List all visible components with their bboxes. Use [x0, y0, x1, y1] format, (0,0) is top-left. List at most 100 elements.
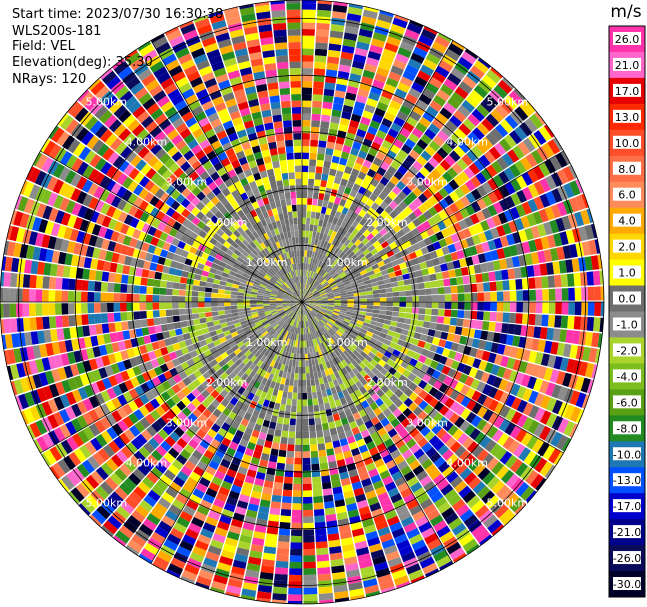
velocity-gate: [146, 310, 154, 319]
velocity-gate: [205, 316, 213, 323]
velocity-gate: [28, 289, 36, 302]
velocity-gate: [146, 278, 155, 287]
velocity-gate: [48, 290, 56, 302]
velocity-gate: [528, 405, 540, 419]
velocity-gate: [343, 318, 351, 323]
velocity-gate: [569, 344, 579, 359]
velocity-gate: [330, 223, 336, 231]
velocity-gate: [486, 374, 497, 386]
velocity-gate: [539, 263, 548, 276]
velocity-gate: [489, 311, 497, 322]
velocity-gate: [341, 343, 348, 351]
velocity-gate: [283, 476, 293, 484]
velocity-gate: [380, 393, 389, 403]
velocity-gate: [372, 240, 381, 249]
velocity-gate: [179, 314, 187, 322]
velocity-gate: [302, 295, 304, 302]
velocity-gate: [513, 443, 526, 458]
velocity-gate: [354, 47, 368, 57]
velocity-gate: [377, 280, 385, 286]
velocity-gate: [399, 76, 413, 88]
velocity-gate: [211, 306, 218, 312]
velocity-gate: [218, 314, 226, 320]
velocity-gate: [432, 71, 446, 84]
velocity-gate: [335, 170, 344, 179]
velocity-gate: [392, 17, 408, 29]
velocity-gate: [243, 302, 251, 306]
velocity-gate: [311, 289, 318, 294]
velocity-gate: [462, 437, 474, 449]
velocity-gate: [591, 332, 600, 348]
velocity-gate: [380, 269, 389, 276]
velocity-gate: [553, 356, 563, 370]
velocity-gate: [368, 274, 377, 280]
velocity-gate: [563, 388, 574, 404]
velocity-gate: [302, 300, 309, 302]
velocity-gate: [456, 158, 468, 171]
velocity-gate: [306, 283, 309, 290]
velocity-gate: [288, 431, 296, 439]
velocity-gate: [367, 216, 376, 225]
velocity-gate: [504, 454, 518, 469]
velocity-gate: [160, 273, 169, 281]
velocity-gate: [454, 199, 465, 211]
velocity-gate: [461, 327, 469, 337]
velocity-gate: [324, 402, 331, 410]
velocity-gate: [371, 281, 379, 287]
velocity-gate: [490, 291, 497, 301]
velocity-gate: [403, 355, 412, 364]
velocity-gate: [378, 123, 390, 134]
velocity-gate: [475, 210, 486, 222]
velocity-gate: [446, 225, 456, 236]
velocity-gate: [369, 337, 378, 344]
velocity-gate: [297, 392, 302, 400]
velocity-gate: [283, 417, 290, 425]
velocity-gate: [404, 28, 420, 41]
velocity-gate: [399, 393, 409, 403]
velocity-gate: [510, 383, 521, 397]
velocity-gate: [443, 102, 457, 115]
velocity-gate: [375, 223, 384, 232]
velocity-gate: [367, 351, 376, 359]
velocity-gate: [303, 535, 315, 543]
velocity-gate: [276, 462, 285, 471]
velocity-gate: [348, 174, 357, 183]
velocity-gate: [503, 345, 512, 357]
velocity-gate: [331, 284, 338, 289]
velocity-gate: [302, 159, 309, 166]
velocity-gate: [542, 445, 556, 460]
velocity-gate: [364, 283, 372, 289]
velocity-gate: [302, 250, 305, 257]
velocity-gate: [325, 249, 331, 257]
velocity-gate: [433, 439, 445, 451]
velocity-gate: [384, 134, 396, 144]
velocity-gate: [323, 282, 330, 288]
velocity-gate: [496, 465, 510, 480]
velocity-gate: [499, 99, 514, 114]
velocity-gate: [417, 193, 428, 204]
velocity-gate: [487, 191, 499, 204]
velocity-gate: [471, 254, 480, 265]
velocity-gate: [425, 82, 439, 95]
velocity-gate: [302, 68, 313, 75]
velocity-gate: [366, 168, 377, 178]
velocity-gate: [287, 444, 295, 452]
velocity-gate: [458, 219, 468, 230]
velocity-gate: [421, 348, 430, 357]
velocity-gate: [457, 432, 469, 445]
velocity-gate: [204, 302, 212, 308]
velocity-gate: [358, 28, 373, 38]
velocity-gate: [433, 191, 444, 202]
velocity-gate: [204, 292, 212, 298]
velocity-gate: [141, 269, 150, 278]
velocity-gate: [369, 359, 378, 367]
velocity-gate: [224, 294, 231, 299]
velocity-gate: [320, 180, 327, 188]
velocity-gate: [329, 122, 339, 131]
velocity-gate: [340, 51, 354, 61]
velocity-gate: [422, 188, 433, 200]
velocity-gate: [481, 241, 491, 253]
velocity-gate: [457, 56, 473, 70]
velocity-gate: [311, 463, 320, 471]
velocity-gate: [296, 347, 300, 354]
